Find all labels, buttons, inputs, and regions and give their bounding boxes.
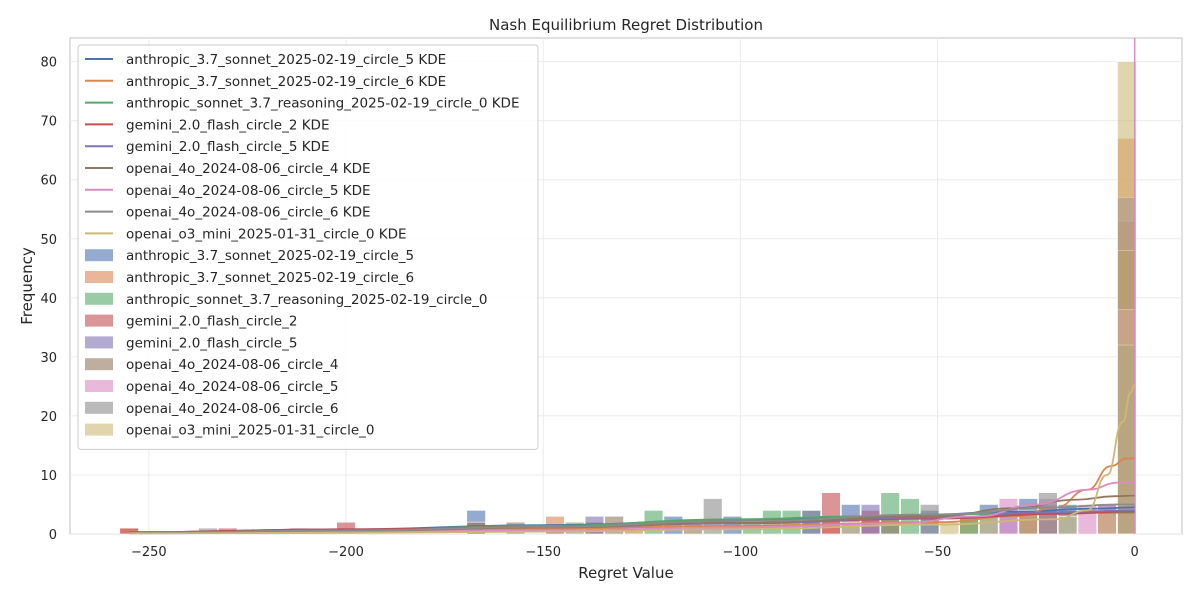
legend-kde-label: openai_4o_2024-08-06_circle_5 KDE — [126, 183, 371, 199]
x-tick-label: −50 — [924, 545, 951, 560]
legend-series-label: gemini_2.0_flash_circle_2 — [126, 314, 297, 330]
x-axis-title: Regret Value — [578, 564, 673, 582]
chart-title: Nash Equilibrium Regret Distribution — [489, 16, 763, 34]
y-tick-label: 60 — [40, 174, 57, 189]
legend-series-label: anthropic_3.7_sonnet_2025-02-19_circle_5 — [126, 248, 414, 264]
legend-bar-swatch — [85, 358, 113, 371]
legend-bar-swatch — [85, 423, 113, 436]
legend-bar-swatch — [85, 380, 113, 392]
legend-series-label: anthropic_sonnet_3.7_reasoning_2025-02-1… — [126, 292, 487, 308]
legend-series-label: anthropic_3.7_sonnet_2025-02-19_circle_6 — [126, 270, 414, 286]
x-tick-label: −250 — [131, 545, 167, 560]
legend-series-label: gemini_2.0_flash_circle_5 — [126, 335, 297, 351]
kde-curve — [129, 383, 1136, 535]
legend: anthropic_3.7_sonnet_2025-02-19_circle_5… — [77, 44, 539, 450]
legend-bar-swatch — [85, 314, 113, 327]
x-tick-label: −150 — [525, 545, 561, 560]
legend-series-label: openai_4o_2024-08-06_circle_4 — [126, 357, 339, 373]
legend-kde-label: openai_o3_mini_2025-01-31_circle_0 KDE — [126, 226, 407, 242]
y-tick-label: 30 — [40, 351, 57, 366]
histogram-bar — [841, 521, 861, 535]
legend-bar-swatch — [85, 401, 113, 414]
legend-kde-label: anthropic_3.7_sonnet_2025-02-19_circle_5… — [126, 52, 446, 68]
legend-kde-label: anthropic_3.7_sonnet_2025-02-19_circle_6… — [126, 74, 446, 90]
legend-kde-label: gemini_2.0_flash_circle_2 KDE — [126, 117, 329, 133]
y-tick-label: 50 — [40, 233, 57, 248]
legend-kde-label: openai_4o_2024-08-06_circle_6 KDE — [126, 205, 371, 221]
legend-kde-label: anthropic_sonnet_3.7_reasoning_2025-02-1… — [126, 96, 519, 112]
x-tick-label: −100 — [722, 545, 758, 560]
y-axis-title: Frequency — [18, 247, 36, 325]
histogram-bar — [1097, 510, 1117, 535]
y-tick-label: 10 — [40, 469, 57, 484]
histogram-bar — [1117, 61, 1137, 535]
histogram-bar — [336, 521, 356, 535]
x-tick-label: 0 — [1131, 545, 1139, 560]
axes: −250 −200 −150 −100 −50 0 0 10 20 30 40 50 60 70 80 — [40, 56, 1138, 560]
legend-box — [77, 44, 539, 450]
legend-kde-label: openai_4o_2024-08-06_circle_4 KDE — [126, 161, 371, 177]
legend-series-label: openai_4o_2024-08-06_circle_6 — [126, 401, 339, 417]
y-tick-label: 80 — [40, 56, 57, 71]
histogram-bar — [119, 527, 139, 535]
y-tick-label: 40 — [40, 292, 57, 307]
legend-kde-label: gemini_2.0_flash_circle_5 KDE — [126, 139, 329, 155]
legend-bar-swatch — [85, 271, 113, 283]
kde-curve — [129, 503, 1135, 534]
y-tick-label: 20 — [40, 410, 57, 425]
legend-bar-swatch — [85, 292, 113, 305]
x-tick-label: −200 — [328, 545, 364, 560]
y-tick-label: 0 — [49, 528, 57, 543]
y-tick-label: 70 — [40, 115, 57, 130]
legend-series-label: openai_4o_2024-08-06_circle_5 — [126, 379, 339, 395]
legend-series-label: openai_o3_mini_2025-01-31_circle_0 — [126, 423, 374, 439]
kde-curves — [129, 38, 1136, 535]
legend-bar-swatch — [85, 336, 113, 349]
legend-bar-swatch — [85, 249, 113, 262]
